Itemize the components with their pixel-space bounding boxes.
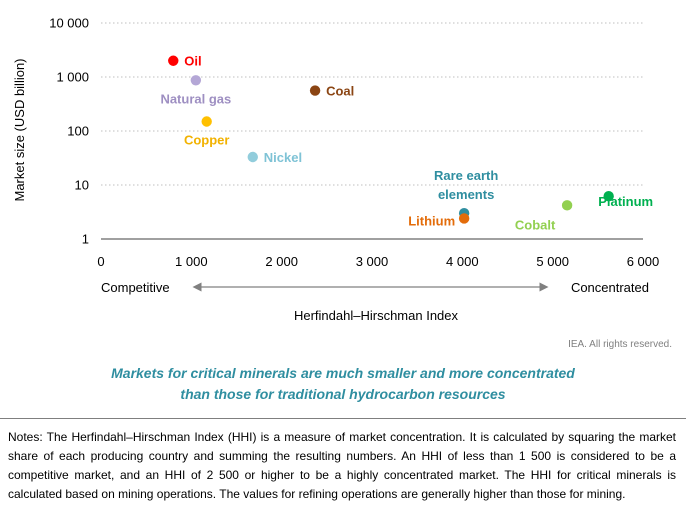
label-line: Rare earth (434, 168, 498, 183)
y-tick-label: 100 (67, 124, 89, 139)
x-tick-label: 2 000 (265, 254, 298, 269)
credit-text: IEA. All rights reserved. (568, 339, 672, 350)
point-platinum (603, 191, 614, 202)
x-tick-label: 4 000 (446, 254, 479, 269)
y-tick-label: 10 (75, 178, 89, 193)
data-points (168, 55, 614, 224)
label-platinum: Platinum (598, 194, 653, 209)
y-tick-label: 1 000 (56, 70, 89, 85)
x-tick-label: 3 000 (356, 254, 389, 269)
label-rare-earth-elements: Rare earth elements (434, 168, 498, 202)
x-axis-ticks: 0 1 000 2 000 3 000 4 000 5 000 6 000 (97, 254, 659, 269)
x-tick-label: 5 000 (536, 254, 569, 269)
direction-label-concentrated: Concentrated (571, 280, 649, 295)
label-oil: Oil (184, 54, 201, 69)
x-tick-label: 0 (97, 254, 104, 269)
y-axis-title: Market size (USD billion) (12, 58, 27, 201)
label-nickel: Nickel (264, 150, 302, 165)
label-lithium: Lithium (408, 213, 455, 228)
point-copper (201, 116, 212, 127)
x-axis-title: Herfindahl–Hirschman Index (294, 308, 459, 323)
label-copper: Copper (184, 132, 230, 147)
label-natural-gas: Natural gas (160, 91, 231, 106)
point-labels: Oil Natural gas Coal Copper Nickel Rare earth… (160, 54, 653, 233)
y-tick-label: 10 000 (49, 16, 89, 31)
y-tick-label: 1 (82, 232, 89, 247)
point-nickel (247, 151, 258, 163)
point-lithium (458, 213, 470, 224)
caption-line-2: than those for traditional hydrocarbon r… (180, 386, 506, 402)
direction-label-competitive: Competitive (101, 280, 170, 295)
x-tick-label: 1 000 (175, 254, 208, 269)
caption-line-1: Markets for critical minerals are much s… (111, 365, 575, 381)
label-line: elements (438, 187, 494, 202)
point-coal (309, 85, 321, 96)
notes-divider (0, 418, 686, 419)
point-natural-gas (190, 75, 202, 86)
notes-text: Notes: The Herfindahl–Hirschman Index (H… (8, 430, 676, 501)
label-cobalt: Cobalt (515, 217, 556, 232)
label-coal: Coal (326, 84, 354, 99)
figure-caption: Markets for critical minerals are much s… (20, 363, 666, 405)
y-axis-ticks: 1 10 100 1 000 10 000 (49, 16, 89, 247)
point-oil (168, 55, 179, 66)
x-tick-label: 6 000 (627, 254, 660, 269)
scatter-chart: 1 10 100 1 000 10 000 0 1 000 2 000 3 000 4 000 5… (12, 16, 659, 324)
point-cobalt (561, 200, 573, 211)
